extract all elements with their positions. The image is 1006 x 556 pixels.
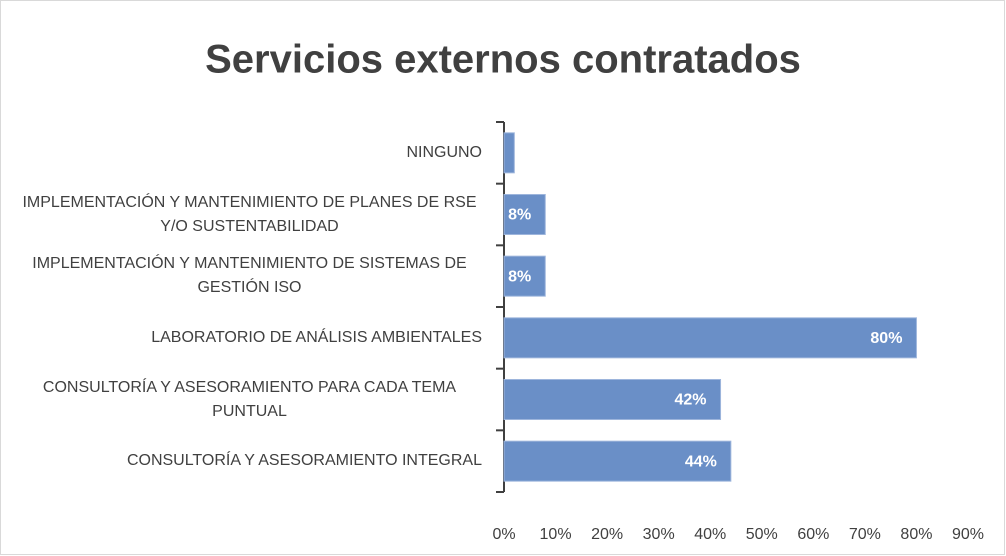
category-label-box: NINGUNO [406, 122, 482, 184]
x-tick-label: 80% [900, 526, 932, 543]
category-label-box: LABORATORIO DE ANÁLISIS AMBIENTALES [151, 307, 482, 369]
y-tick-label: LABORATORIO DE ANÁLISIS AMBIENTALES [151, 328, 482, 346]
data-label: 8% [508, 268, 531, 285]
y-tick-label: IMPLEMENTACIÓN Y MANTENIMIENTO DE PLANES… [22, 193, 477, 235]
category-label-box: CONSULTORÍA Y ASESORAMIENTO PARA CADA TE… [17, 369, 482, 431]
data-label: 42% [675, 392, 707, 409]
x-tick-label: 50% [746, 526, 778, 543]
bar [503, 132, 515, 174]
y-tick-label: CONSULTORÍA Y ASESORAMIENTO INTEGRAL [126, 452, 482, 470]
y-tick-label: CONSULTORÍA Y ASESORAMIENTO PARA CADA TE… [42, 378, 457, 420]
x-tick-label: 20% [591, 526, 623, 543]
data-label: 80% [870, 330, 902, 347]
x-tick-label: 60% [797, 526, 829, 543]
chart-title: Servicios externos contratados [205, 38, 801, 82]
data-label: 8% [508, 207, 531, 224]
x-tick-label: 30% [643, 526, 675, 543]
bar [503, 379, 722, 420]
y-tick-label: NINGUNO [406, 143, 482, 161]
data-label: 44% [685, 453, 717, 470]
x-tick-label: 90% [952, 526, 984, 543]
x-tick-label: 0% [492, 526, 515, 543]
category-label-box: IMPLEMENTACIÓN Y MANTENIMIENTO DE PLANES… [17, 184, 482, 246]
bar [503, 317, 917, 359]
bar [503, 440, 732, 482]
x-tick-label: 40% [694, 526, 726, 543]
category-label-box: CONSULTORÍA Y ASESORAMIENTO INTEGRAL [127, 430, 482, 492]
x-tick-label: 70% [849, 526, 881, 543]
x-tick-label: 10% [540, 526, 572, 543]
y-tick-label: IMPLEMENTACIÓN Y MANTENIMIENTO DE SISTEM… [32, 255, 467, 297]
bar [503, 255, 546, 297]
bar [503, 194, 546, 235]
category-label-box: IMPLEMENTACIÓN Y MANTENIMIENTO DE SISTEM… [17, 245, 482, 307]
